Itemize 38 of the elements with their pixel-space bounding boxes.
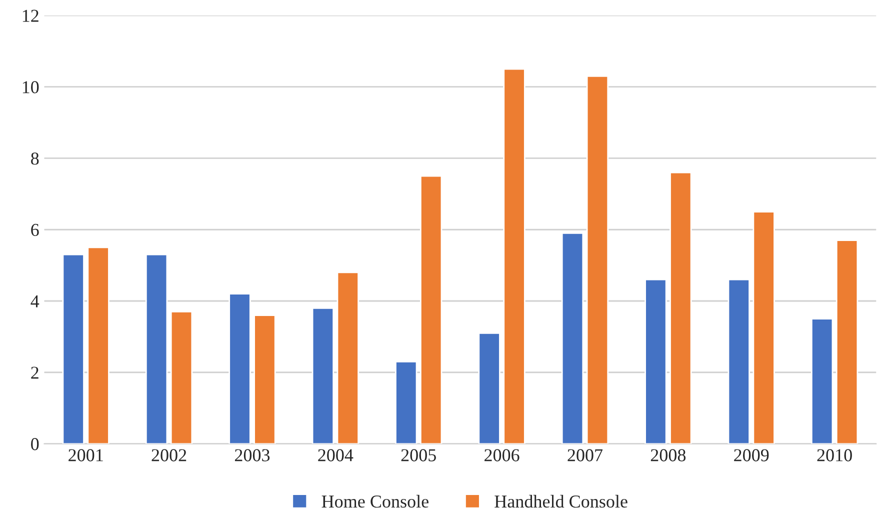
x-tick-label: 2001 (68, 449, 103, 462)
y-tick-label: 0 (31, 438, 39, 450)
legend-label: Home Console (322, 494, 428, 508)
x-tick-label: 2007 (568, 449, 603, 462)
bar (170, 311, 193, 444)
bar (395, 360, 418, 444)
bar (228, 293, 251, 444)
y-tick-label: 6 (31, 224, 39, 236)
x-tick-label: 2009 (734, 449, 769, 462)
bar (145, 254, 168, 444)
y-tick-label: 8 (31, 152, 39, 165)
bar (561, 232, 584, 444)
x-tick-label: 2003 (234, 449, 270, 462)
bar (752, 211, 775, 444)
bar (420, 175, 442, 444)
bar (254, 314, 276, 444)
x-tick-label: 2006 (484, 449, 520, 462)
x-tick-label: 2008 (650, 449, 686, 462)
bar (62, 254, 84, 444)
bar (478, 332, 500, 444)
bar (586, 75, 609, 444)
y-tick-label: 10 (22, 81, 39, 94)
bar (87, 246, 110, 444)
bar (670, 172, 692, 444)
y-tick-label: 2 (31, 366, 38, 379)
legend-label: Handheld Console (494, 494, 628, 508)
x-tick-label: 2010 (817, 449, 852, 462)
y-tick-label: 12 (22, 10, 38, 22)
x-tick-label: 2005 (401, 449, 436, 462)
x-tick-label: 2004 (318, 449, 354, 462)
bar (644, 278, 667, 444)
y-tick-label: 4 (30, 295, 40, 308)
bar (728, 278, 750, 444)
bar (503, 68, 526, 444)
bar (810, 318, 834, 444)
bar (312, 307, 334, 444)
bar (336, 272, 359, 444)
x-tick-label: 2002 (152, 449, 186, 462)
